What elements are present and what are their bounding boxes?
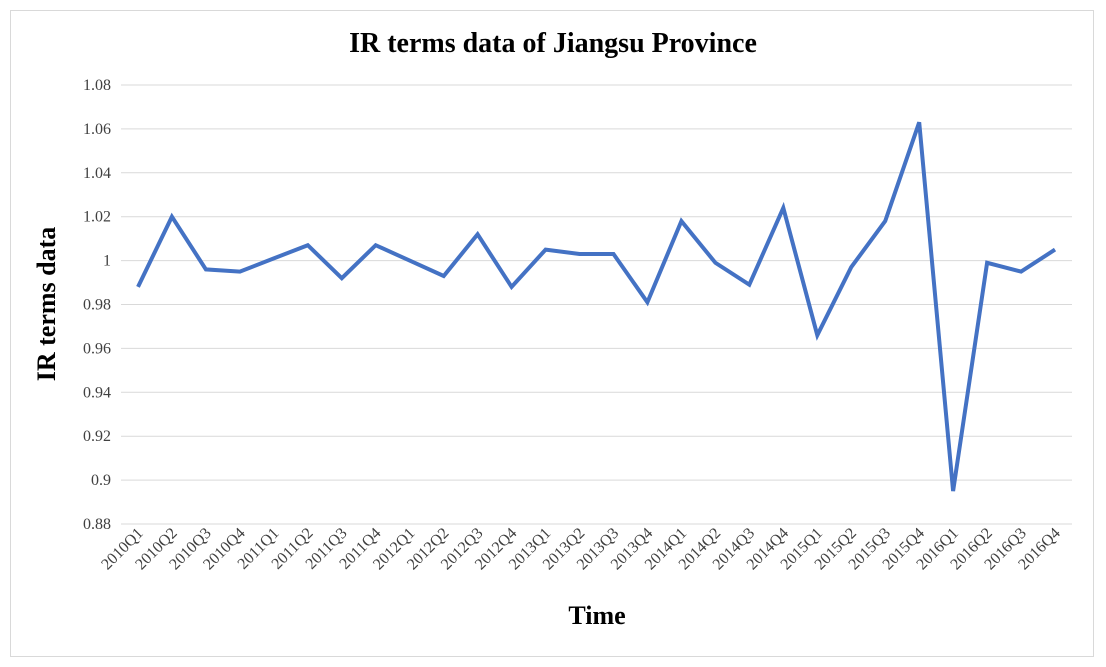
y-tick-label: 1.04	[83, 165, 111, 182]
data-point	[781, 206, 785, 210]
data-point	[951, 489, 955, 493]
data-point	[306, 243, 310, 247]
data-point	[1019, 270, 1023, 274]
y-tick-label: 0.9	[91, 472, 111, 489]
data-point	[136, 285, 140, 289]
data-point	[679, 219, 683, 223]
y-axis-ticks: 0.88 0.9 0.92 0.94 0.96 0.98 1 1.02 1.04 1.06 1.08	[83, 77, 111, 533]
data-point	[713, 261, 717, 265]
data-point	[1053, 248, 1057, 252]
data-point	[272, 256, 276, 260]
y-tick-label: 0.94	[83, 384, 111, 401]
data-point	[442, 274, 446, 278]
data-point	[611, 252, 615, 256]
y-tick-label: 1.02	[83, 209, 111, 226]
gridlines	[121, 84, 1072, 525]
data-point	[374, 243, 378, 247]
y-tick-label: 1	[103, 253, 111, 270]
series-line	[136, 121, 1057, 492]
data-point	[883, 219, 887, 223]
y-axis-title: IR terms data	[32, 227, 61, 382]
y-tick-label: 1.08	[83, 77, 111, 94]
series-layer	[136, 120, 1057, 493]
data-point	[476, 232, 480, 236]
data-point	[578, 252, 582, 256]
data-point	[170, 215, 174, 219]
y-tick-label: 0.92	[83, 428, 111, 445]
data-point	[340, 276, 344, 280]
x-axis-ticks: 2010Q12010Q22010Q32010Q42011Q12011Q22011…	[98, 525, 1064, 573]
y-tick-label: 0.98	[83, 297, 111, 314]
data-point	[815, 333, 819, 337]
x-axis-title: Time	[568, 601, 625, 630]
data-point	[408, 259, 412, 263]
chart-frame	[10, 10, 1094, 657]
data-point	[985, 261, 989, 265]
data-point	[238, 270, 242, 274]
data-point	[917, 120, 921, 124]
data-point	[645, 300, 649, 304]
data-point	[747, 283, 751, 287]
chart-title: IR terms data of Jiangsu Province	[349, 28, 757, 59]
y-tick-label: 0.96	[83, 340, 111, 357]
y-tick-label: 0.88	[83, 516, 111, 533]
data-point	[849, 265, 853, 269]
data-point	[544, 248, 548, 252]
data-point	[510, 285, 514, 289]
y-tick-label: 1.06	[83, 121, 111, 138]
data-point	[204, 267, 208, 271]
